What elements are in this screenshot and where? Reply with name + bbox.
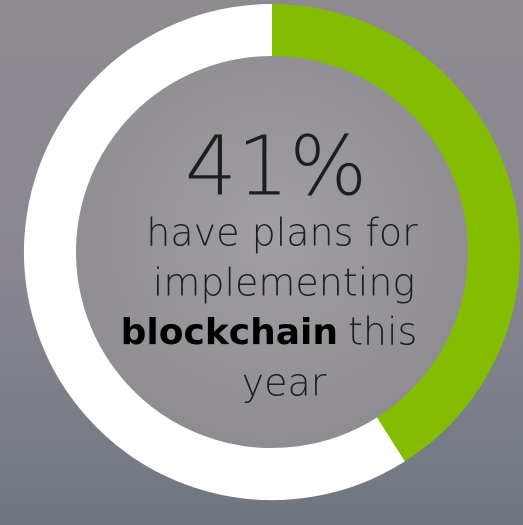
donut-center — [76, 56, 468, 448]
caption: year — [242, 361, 327, 405]
donut-segment — [24, 4, 405, 500]
donut — [24, 4, 520, 500]
caption: have plans for — [146, 211, 418, 255]
caption-highlight: blockchain — [121, 312, 338, 353]
donut-segment — [271, 4, 520, 462]
caption: this — [348, 310, 417, 354]
caption: implementing — [153, 261, 415, 305]
value-label: 41% — [185, 120, 367, 215]
